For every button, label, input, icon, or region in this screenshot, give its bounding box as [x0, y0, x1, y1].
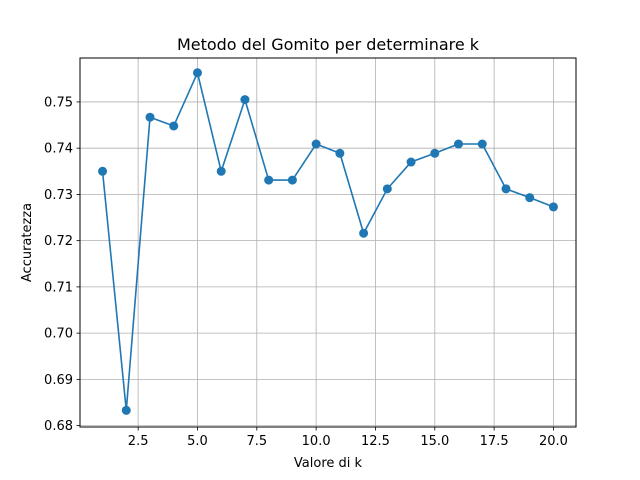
data-point — [287, 175, 297, 185]
y-axis-label: Accuratezza — [20, 203, 35, 282]
y-tick-label: 0.72 — [44, 234, 73, 249]
ticks: 2.5 5.0 7.5 10.0 12.5 15.0 17.5 20.0 0.68 0.69 0.7… — [44, 95, 568, 449]
data-point — [501, 184, 511, 194]
data-point — [454, 139, 464, 149]
data-point — [264, 175, 274, 185]
y-tick-label: 0.73 — [44, 188, 73, 203]
y-tick-label: 0.71 — [44, 280, 73, 295]
x-tick-label: 20.0 — [539, 434, 568, 449]
data-point — [311, 139, 321, 149]
data-point — [98, 166, 108, 176]
y-tick-label: 0.74 — [44, 142, 73, 157]
data-point — [430, 148, 440, 158]
y-tick-label: 0.75 — [44, 95, 73, 110]
series-layer — [98, 68, 558, 415]
y-tick-label: 0.68 — [44, 419, 73, 434]
x-tick-label: 2.5 — [128, 434, 149, 449]
x-tick-label: 7.5 — [246, 434, 267, 449]
x-tick-label: 10.0 — [302, 434, 331, 449]
data-point — [335, 148, 345, 158]
data-point — [548, 202, 558, 212]
data-point — [359, 228, 369, 238]
y-tick-label: 0.69 — [44, 373, 73, 388]
x-axis-label: Valore di k — [294, 456, 363, 471]
data-point — [477, 139, 487, 149]
chart-title: Metodo del Gomito per determinare k — [177, 35, 480, 54]
x-tick-label: 15.0 — [420, 434, 449, 449]
data-point — [145, 112, 155, 122]
grid-lines — [80, 58, 576, 427]
data-point — [192, 68, 202, 78]
data-point — [382, 184, 392, 194]
data-point — [169, 121, 179, 131]
data-point — [525, 193, 535, 203]
x-tick-label: 17.5 — [480, 434, 509, 449]
plot-frame — [79, 57, 577, 428]
x-tick-label: 12.5 — [361, 434, 390, 449]
data-point — [240, 95, 250, 105]
y-tick-label: 0.70 — [44, 327, 73, 342]
data-point — [406, 157, 416, 167]
data-point — [121, 405, 131, 415]
data-point — [216, 166, 226, 176]
x-tick-label: 5.0 — [187, 434, 208, 449]
